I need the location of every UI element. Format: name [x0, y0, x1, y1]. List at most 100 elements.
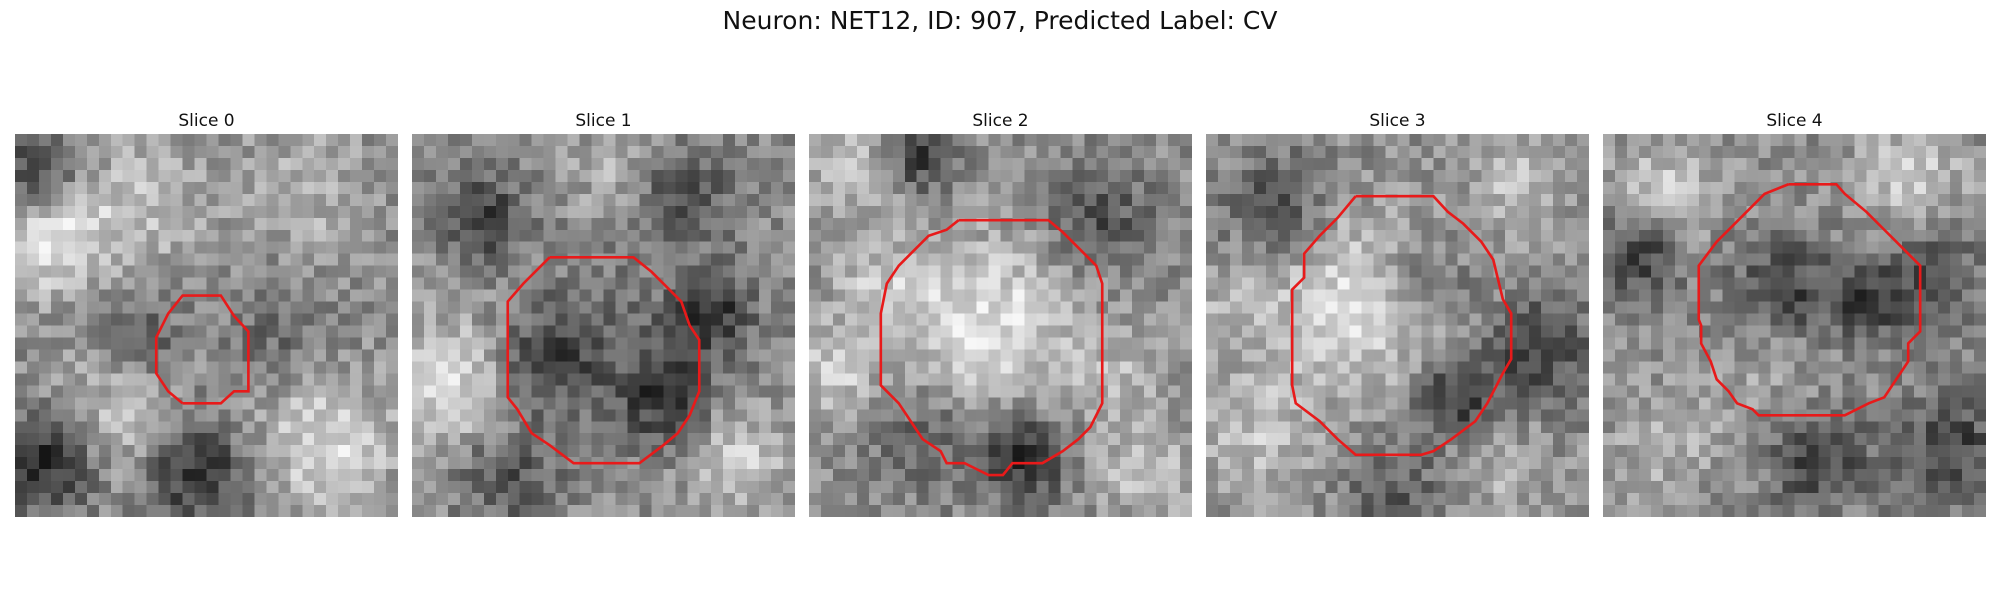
pixel [1337, 277, 1350, 290]
pixel [206, 433, 219, 446]
pixel [1433, 361, 1446, 374]
pixel [50, 493, 64, 506]
pixel [230, 457, 243, 470]
pixel [832, 301, 846, 314]
pixel [892, 145, 905, 159]
pixel [386, 409, 398, 422]
pixel [230, 181, 243, 195]
pixel [350, 313, 363, 326]
pixel [266, 361, 279, 374]
pixel [747, 145, 760, 159]
pixel [1144, 481, 1157, 494]
pixel [1577, 134, 1589, 147]
pixel [531, 145, 544, 159]
pixel [86, 337, 100, 350]
pixel [254, 373, 267, 386]
pixel [62, 493, 76, 506]
pixel [1650, 421, 1664, 434]
pixel [1289, 169, 1302, 183]
pixel [1626, 241, 1640, 254]
pixel [1096, 457, 1109, 470]
pixel [928, 325, 941, 338]
pixel [1301, 457, 1314, 470]
pixel [735, 481, 748, 494]
pixel [122, 241, 135, 254]
pixel [771, 313, 784, 326]
pixel [579, 289, 592, 302]
pixel [412, 337, 425, 350]
pixel [471, 193, 485, 207]
pixel [1890, 325, 1903, 338]
pixel [723, 181, 736, 195]
pixel [615, 241, 628, 254]
pixel [1722, 253, 1735, 266]
pixel [1926, 289, 1939, 302]
pixel [1638, 385, 1652, 398]
pixel [1565, 505, 1578, 517]
pixel [1674, 229, 1688, 242]
pixel [1638, 313, 1652, 326]
pixel [1734, 433, 1747, 446]
pixel [663, 241, 676, 254]
pixel [1349, 313, 1362, 326]
pixel [892, 361, 905, 374]
pixel [928, 134, 941, 147]
pixel [1349, 337, 1362, 350]
pixel [50, 193, 64, 207]
pixel [15, 433, 28, 446]
pixel [699, 265, 712, 278]
pixel [940, 229, 953, 242]
pixel [1626, 397, 1640, 410]
pixel [350, 433, 363, 446]
pixel [1614, 134, 1628, 147]
pixel [1626, 169, 1640, 183]
pixel [1818, 361, 1831, 374]
pixel [423, 433, 437, 446]
pixel [386, 181, 398, 195]
pixel [1445, 181, 1458, 195]
pixel [170, 145, 183, 159]
pixel [386, 241, 398, 254]
pixel [1603, 277, 1616, 290]
pixel [723, 409, 736, 422]
pixel [952, 289, 965, 302]
pixel [26, 505, 40, 517]
pixel [1842, 181, 1855, 195]
pixel [194, 193, 207, 207]
pixel [735, 445, 748, 458]
pixel [1445, 193, 1458, 207]
pixel [783, 169, 795, 183]
pixel [1180, 445, 1192, 458]
pixel [603, 313, 616, 326]
pixel [134, 337, 147, 350]
pixel [86, 145, 100, 159]
pixel [1493, 325, 1506, 338]
pixel [711, 301, 724, 314]
pixel [1794, 361, 1807, 374]
pixel [1206, 301, 1219, 314]
pixel [1505, 409, 1518, 422]
pixel [50, 409, 64, 422]
pixel [302, 337, 315, 350]
pixel [1060, 337, 1073, 350]
pixel [1373, 313, 1386, 326]
pixel [964, 193, 977, 207]
pixel [1553, 409, 1566, 422]
pixel [290, 409, 303, 422]
pixel [314, 349, 327, 362]
pixel [928, 205, 941, 219]
pixel [254, 301, 267, 314]
pixel [916, 385, 929, 398]
pixel [1433, 493, 1446, 506]
pixel [615, 301, 628, 314]
pixel [1361, 241, 1374, 254]
pixel [495, 469, 508, 482]
pixel [1361, 481, 1374, 494]
pixel [928, 181, 941, 195]
pixel [880, 145, 894, 159]
pixel [1241, 349, 1255, 362]
pixel [759, 205, 772, 219]
pixel [639, 229, 652, 242]
pixel [1493, 229, 1506, 242]
pixel [1361, 457, 1374, 470]
